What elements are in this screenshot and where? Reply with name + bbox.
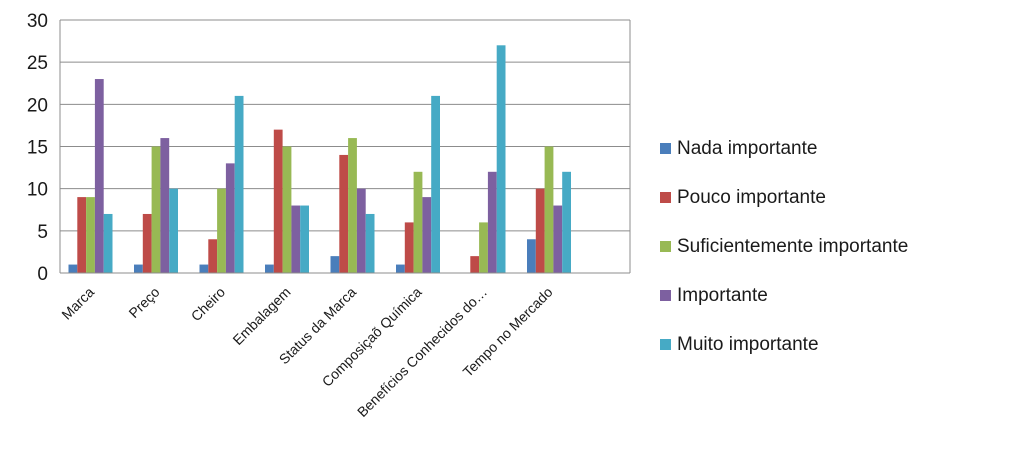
legend-item-pouco-importante: Pouco importante	[660, 173, 908, 222]
bar	[234, 95, 244, 274]
bar	[273, 129, 283, 273]
bar	[169, 188, 178, 273]
bar	[562, 171, 571, 273]
bar	[365, 213, 375, 273]
bar	[356, 188, 366, 273]
bar	[282, 146, 292, 273]
bar	[199, 264, 209, 273]
legend: Nada importante Pouco importante Suficie…	[660, 124, 908, 369]
x-tick-label: Cheiro	[188, 284, 229, 325]
bar	[300, 205, 309, 273]
bar	[487, 171, 497, 273]
legend-swatch	[660, 241, 671, 252]
bar	[496, 45, 506, 273]
legend-swatch	[660, 192, 671, 203]
y-tick-label: 5	[37, 222, 48, 243]
bar	[134, 264, 143, 273]
legend-item-nada-importante: Nada importante	[660, 124, 908, 173]
legend-item-muito-importante: Muito importante	[660, 320, 908, 369]
bar	[94, 79, 104, 274]
bar	[103, 213, 113, 273]
y-tick-label: 15	[27, 138, 48, 159]
bar	[68, 264, 78, 273]
legend-item-importante: Importante	[660, 271, 908, 320]
legend-swatch	[660, 143, 671, 154]
bar	[142, 213, 152, 273]
y-tick-label: 30	[27, 11, 48, 32]
bar	[151, 146, 161, 273]
y-tick-label: 25	[27, 53, 48, 74]
y-tick-label: 20	[27, 95, 48, 116]
bar	[208, 239, 218, 273]
x-tick-label: Marca	[58, 284, 97, 323]
bar	[470, 256, 480, 273]
bar	[217, 188, 226, 273]
bar	[479, 222, 488, 273]
bar	[404, 222, 414, 273]
legend-item-suficientemente-importante: Suficientemente importante	[660, 222, 908, 271]
bar	[160, 138, 170, 273]
legend-label: Pouco importante	[677, 186, 826, 208]
legend-label: Importante	[677, 284, 768, 306]
bars	[68, 45, 571, 274]
y-tick-label: 0	[37, 264, 48, 285]
bar	[544, 146, 554, 273]
bar	[339, 154, 349, 273]
bar	[291, 205, 301, 273]
y-tick-label: 10	[27, 180, 48, 201]
bar	[553, 205, 563, 273]
bar	[413, 171, 423, 273]
x-tick-label: Benefícios Conhecidos do…	[354, 284, 490, 420]
bar	[86, 197, 95, 273]
legend-label: Muito importante	[677, 333, 819, 355]
bar	[396, 264, 405, 273]
bar	[330, 256, 340, 273]
bar	[77, 197, 87, 273]
bar	[348, 138, 357, 273]
y-axis: 0 5 10 15 20 25 30	[27, 11, 48, 285]
legend-label: Suficientemente importante	[677, 235, 909, 257]
bar	[527, 239, 536, 273]
legend-swatch	[660, 290, 671, 301]
bar	[265, 264, 274, 273]
bar	[225, 163, 235, 273]
x-tick-label: Preço	[125, 284, 162, 321]
legend-swatch	[660, 339, 671, 350]
bar	[431, 95, 440, 274]
legend-label: Nada importante	[677, 137, 818, 159]
x-tick-label: Embalagem	[229, 284, 293, 348]
bar	[535, 188, 545, 273]
bar	[422, 197, 432, 273]
